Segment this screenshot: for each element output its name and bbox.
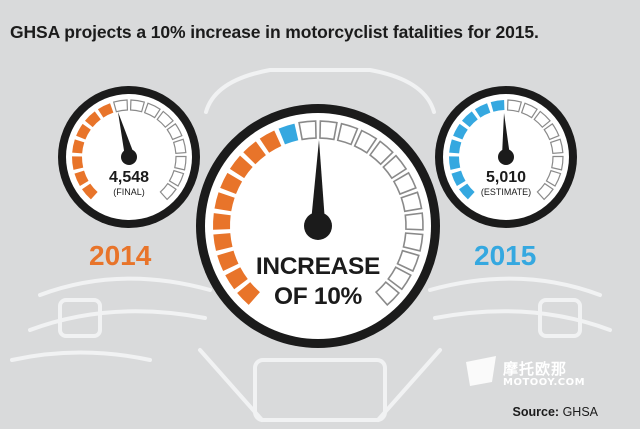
gauge-2015-segment [543, 123, 560, 141]
gauge-2014-note: (FINAL) [113, 187, 145, 197]
increase-line-2: OF 10% [273, 283, 363, 310]
gauge-increase [196, 104, 440, 348]
gauge-2015 [435, 86, 577, 228]
gauge-2015-segment [549, 138, 564, 155]
gauge-increase-needle [311, 140, 325, 222]
gauge-increase-segment [259, 130, 282, 153]
gauge-2015-hub [498, 149, 514, 165]
gauge-2014-segment [172, 138, 187, 155]
gauge-increase-segment [402, 232, 424, 252]
source-credit: Source: GHSA [513, 405, 598, 419]
gauge-increase-segment [237, 282, 260, 305]
gauge-2014-readout: 4,548 (FINAL) [94, 169, 164, 197]
year-2015-label: 2015 [474, 240, 537, 271]
source-value: GHSA [562, 405, 598, 419]
gauge-2015-needle [502, 113, 510, 156]
gauge-increase-segment [319, 120, 338, 141]
gauge-increase-segment [396, 249, 420, 273]
gauge-2015-note: (ESTIMATE) [480, 187, 532, 197]
gauge-2015-segment [551, 155, 564, 171]
increase-label: INCREASE OF 10% [223, 252, 413, 312]
gauge-2015-segment [545, 169, 562, 187]
gauge-2014-needle [118, 112, 134, 157]
gauge-2014-segment [166, 123, 183, 141]
gauge-2014-segment [74, 170, 89, 186]
gauge-2014-segment [72, 139, 85, 154]
gauge-increase-segment [220, 172, 243, 195]
gauge-increase-segment [298, 120, 317, 141]
gauge-2015-segment [536, 182, 554, 201]
gauge-2015-value: 5,010 [485, 169, 527, 186]
gauge-increase-segment [214, 192, 235, 212]
gauge-increase-segment [213, 213, 231, 230]
gauge-increase-segment [336, 122, 359, 146]
gauge-increase-hub [304, 212, 332, 240]
increase-line-1: INCREASE [255, 253, 381, 280]
gauge-2015-segment [449, 156, 461, 170]
gauge-2015-segment [453, 123, 468, 140]
gauge-increase-segment [368, 140, 394, 166]
gauge-2014-segment [84, 111, 101, 128]
gauge-2014-hub [121, 149, 137, 165]
gauge-increase-segment [400, 191, 423, 213]
gauge-2014-segment [156, 110, 174, 128]
watermark-cn: 摩托欧那 [503, 360, 568, 378]
gauge-increase-segment [392, 171, 417, 196]
gauge-2015-segment [461, 111, 478, 128]
gauge-increase-segments [213, 120, 424, 307]
gauge-increase-segment [404, 212, 424, 231]
gauge-2014-value: 4,548 [108, 169, 150, 186]
gauge-2014-segments [72, 99, 187, 201]
gauge-2014-segment [81, 183, 98, 200]
gauge-2014-segment [97, 103, 114, 118]
watermark-en: MOTOOY.COM [503, 377, 586, 388]
gauge-2014 [58, 86, 200, 228]
gauge-2015-readout: 5,010 (ESTIMATE) [466, 169, 546, 197]
page-title: GHSA projects a 10% increase in motorcyc… [10, 22, 539, 42]
gauge-2015-segment [474, 103, 491, 118]
gauge-increase-segment [387, 266, 412, 291]
gauge-2015-segment [490, 100, 505, 112]
gauge-2015-segment [449, 139, 462, 154]
source-label: Source: [512, 405, 560, 419]
gauge-2015-segments [449, 99, 564, 201]
gauge-2014-segment [159, 182, 177, 201]
year-2014-label: 2014 [89, 240, 152, 271]
watermark-logo [466, 356, 496, 386]
gauge-2014-segment [168, 169, 185, 187]
gauge-increase-segment [278, 123, 299, 145]
gauge-increase-segment [217, 250, 239, 272]
gauge-2015-segment [458, 183, 475, 200]
gauge-increase-segment [229, 155, 253, 179]
gauge-2015-segment [520, 102, 538, 119]
gauge-2014-segment [72, 156, 84, 170]
gauge-increase-segment [382, 154, 408, 180]
motorcycle-outline [10, 68, 612, 422]
gauge-2014-segment [174, 155, 187, 171]
gauge-increase-segment [243, 141, 266, 165]
gauge-increase-segment [225, 267, 248, 290]
gauge-2014-segment [143, 102, 161, 119]
gauge-2015-segment [451, 170, 466, 186]
gauge-increase-segment [213, 233, 233, 251]
gauge-2015-segment [506, 99, 523, 113]
gauge-2015-segment [533, 110, 551, 128]
gauge-2014-segment [129, 99, 146, 113]
gauge-2014-segment [112, 99, 129, 113]
gauge-increase-segment [374, 280, 401, 307]
gauge-2014-segment [76, 123, 91, 140]
gauge-increase-segment [353, 129, 378, 154]
